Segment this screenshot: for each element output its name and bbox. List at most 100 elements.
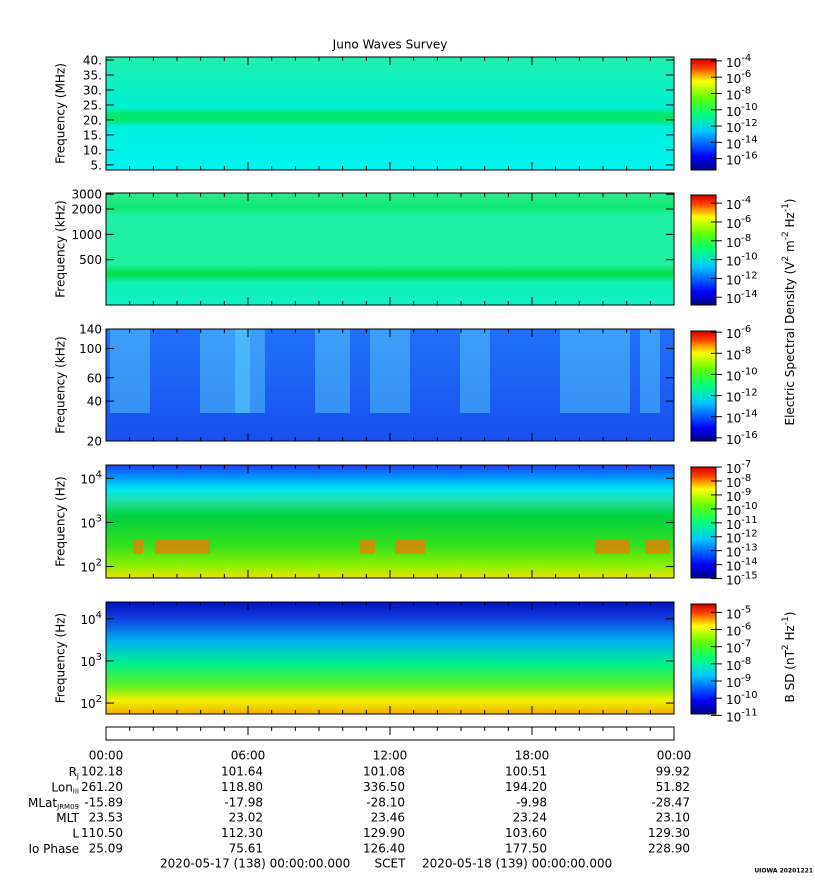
spectrogram xyxy=(106,193,674,305)
colorbar-tick-label: 10-8 xyxy=(726,473,751,490)
y-tick-label: 40 xyxy=(87,395,102,409)
ephemeris-value: 177.50 xyxy=(505,842,547,856)
emission xyxy=(200,329,250,413)
ephemeris-value: 129.30 xyxy=(648,826,690,840)
colorbar-tick-label: 10-12 xyxy=(726,529,758,546)
ephemeris-label: LonIII xyxy=(51,780,79,796)
colorbar-title-part: Electric Spectral Density (V xyxy=(783,261,797,426)
y-tick-label: 35. xyxy=(83,68,102,82)
y-axis-label: Frequency (kHz) xyxy=(54,200,68,297)
colorbar-tick-label: 10-6 xyxy=(726,622,751,639)
colorbar-tick-label: 10-8 xyxy=(726,233,751,250)
colorbar-title-part: -2 xyxy=(781,231,791,240)
y-axis-label: Frequency (Hz) xyxy=(54,476,68,567)
colorbar-tick-label: 10-11 xyxy=(726,707,758,724)
colorbar-tick-label: 10-7 xyxy=(726,639,751,656)
ephemeris-value: -9.98 xyxy=(516,795,547,809)
ephemeris-value: 103.60 xyxy=(505,826,547,840)
ephemeris-label-text: Lon xyxy=(51,780,72,794)
emission xyxy=(395,540,425,554)
colorbar-tick-label: 10-12 xyxy=(726,118,758,135)
ephemeris-value: 129.90 xyxy=(363,826,405,840)
y-tick-label: 103 xyxy=(80,513,102,530)
spectrogram xyxy=(106,465,674,578)
y-tick-label: 104 xyxy=(80,469,102,486)
ephemeris-label-text: MLT xyxy=(56,811,79,825)
colorbar xyxy=(690,603,717,715)
y-tick-label: 100 xyxy=(79,342,102,356)
emission xyxy=(640,329,660,413)
y-tick-label: 3000 xyxy=(71,188,102,202)
colorbar-tick-label: 10-6 xyxy=(726,214,751,231)
colorbar-tick-label: 10-10 xyxy=(726,252,758,269)
footer-start: 2020-05-17 (138) 00:00:00.000 xyxy=(160,857,350,871)
ephemeris-value: 110.50 xyxy=(81,826,123,840)
emission xyxy=(645,540,670,554)
colorbar-tick-label: 10-10 xyxy=(726,102,758,119)
y-tick-label: 25. xyxy=(83,98,102,112)
ephemeris-value: 23.53 xyxy=(89,811,123,825)
emission xyxy=(315,329,350,413)
colorbar-title-part: Hz xyxy=(783,212,797,231)
ephemeris-value: 25.09 xyxy=(89,842,123,856)
ephemeris-value: -15.89 xyxy=(84,795,123,809)
emission xyxy=(110,329,150,413)
y-tick-label: 104 xyxy=(80,610,102,627)
ephemeris-value: 51.82 xyxy=(656,780,690,794)
colorbar-title-part: ) xyxy=(783,612,797,617)
spectrogram xyxy=(106,329,674,441)
colorbar-tick-label: 10-7 xyxy=(726,459,751,476)
colorbar-title-part: B SD (nT xyxy=(783,649,797,702)
colorbar-tick-label: 10-8 xyxy=(726,656,751,673)
emission xyxy=(460,329,490,413)
footer-center: SCET xyxy=(375,857,407,871)
colorbar-title-part: -1 xyxy=(781,616,791,625)
spectrogram xyxy=(106,602,674,714)
ephemeris-value: 118.80 xyxy=(221,780,263,794)
y-tick-label: 20. xyxy=(83,113,102,127)
y-tick-label: 30. xyxy=(83,83,102,97)
colorbar-tick-label: 10-15 xyxy=(726,571,758,588)
colorbar-tick-label: 10-8 xyxy=(726,345,751,362)
y-tick-label: 140 xyxy=(79,323,102,337)
spectrogram xyxy=(106,57,674,170)
emission xyxy=(155,540,210,554)
ephemeris-value: 228.90 xyxy=(648,842,690,856)
colorbar-title-part: 2 xyxy=(781,644,791,650)
colorbar-tick-label: 10-14 xyxy=(726,289,758,306)
footer-end: 2020-05-18 (139) 00:00:00.000 xyxy=(422,857,612,871)
colorbar-tick-label: 10-8 xyxy=(726,85,751,102)
ephemeris-label-text: Io Phase xyxy=(28,842,79,856)
time-label: 12:00 xyxy=(373,749,408,763)
ephemeris-value: 23.02 xyxy=(229,811,263,825)
ephemeris-value: 99.92 xyxy=(656,765,690,779)
y-tick-label: 5. xyxy=(91,158,102,172)
colorbar-title-part: ) xyxy=(783,198,797,203)
ephemeris-value: 126.40 xyxy=(363,842,405,856)
ephemeris-value: 112.30 xyxy=(221,826,263,840)
ephemeris-label-sub: J xyxy=(76,772,79,780)
credit: UIOWA 20201221 xyxy=(754,868,813,875)
ephemeris-label: L xyxy=(72,826,79,840)
ephemeris-value: 101.64 xyxy=(221,765,263,779)
y-tick-label: 102 xyxy=(80,694,102,711)
colorbar-tick-label: 10-6 xyxy=(726,69,751,86)
colorbar-title-part: Hz xyxy=(783,625,797,644)
ephemeris-value: 75.61 xyxy=(229,842,263,856)
colorbar-title-part: 2 xyxy=(781,256,791,262)
ephemeris-value: 23.46 xyxy=(371,811,405,825)
colorbar-tick-label: 10-16 xyxy=(726,151,758,168)
y-tick-label: 103 xyxy=(80,652,102,669)
colorbar-tick-label: 10-5 xyxy=(726,604,751,621)
time-label: 00:00 xyxy=(89,749,124,763)
colorbar-tick-label: 10-9 xyxy=(726,673,751,690)
y-tick-label: 40. xyxy=(83,53,102,67)
time-label: 06:00 xyxy=(231,749,266,763)
colorbar-tick-label: 10-10 xyxy=(726,501,758,517)
y-tick-label: 102 xyxy=(80,558,102,575)
colorbar-title-part: m xyxy=(783,240,797,256)
ephemeris-label: Io Phase xyxy=(28,842,79,856)
colorbar-tick-label: 10-9 xyxy=(726,487,751,504)
y-tick-label: 60 xyxy=(87,371,102,385)
ephemeris-value: 102.18 xyxy=(81,765,123,779)
